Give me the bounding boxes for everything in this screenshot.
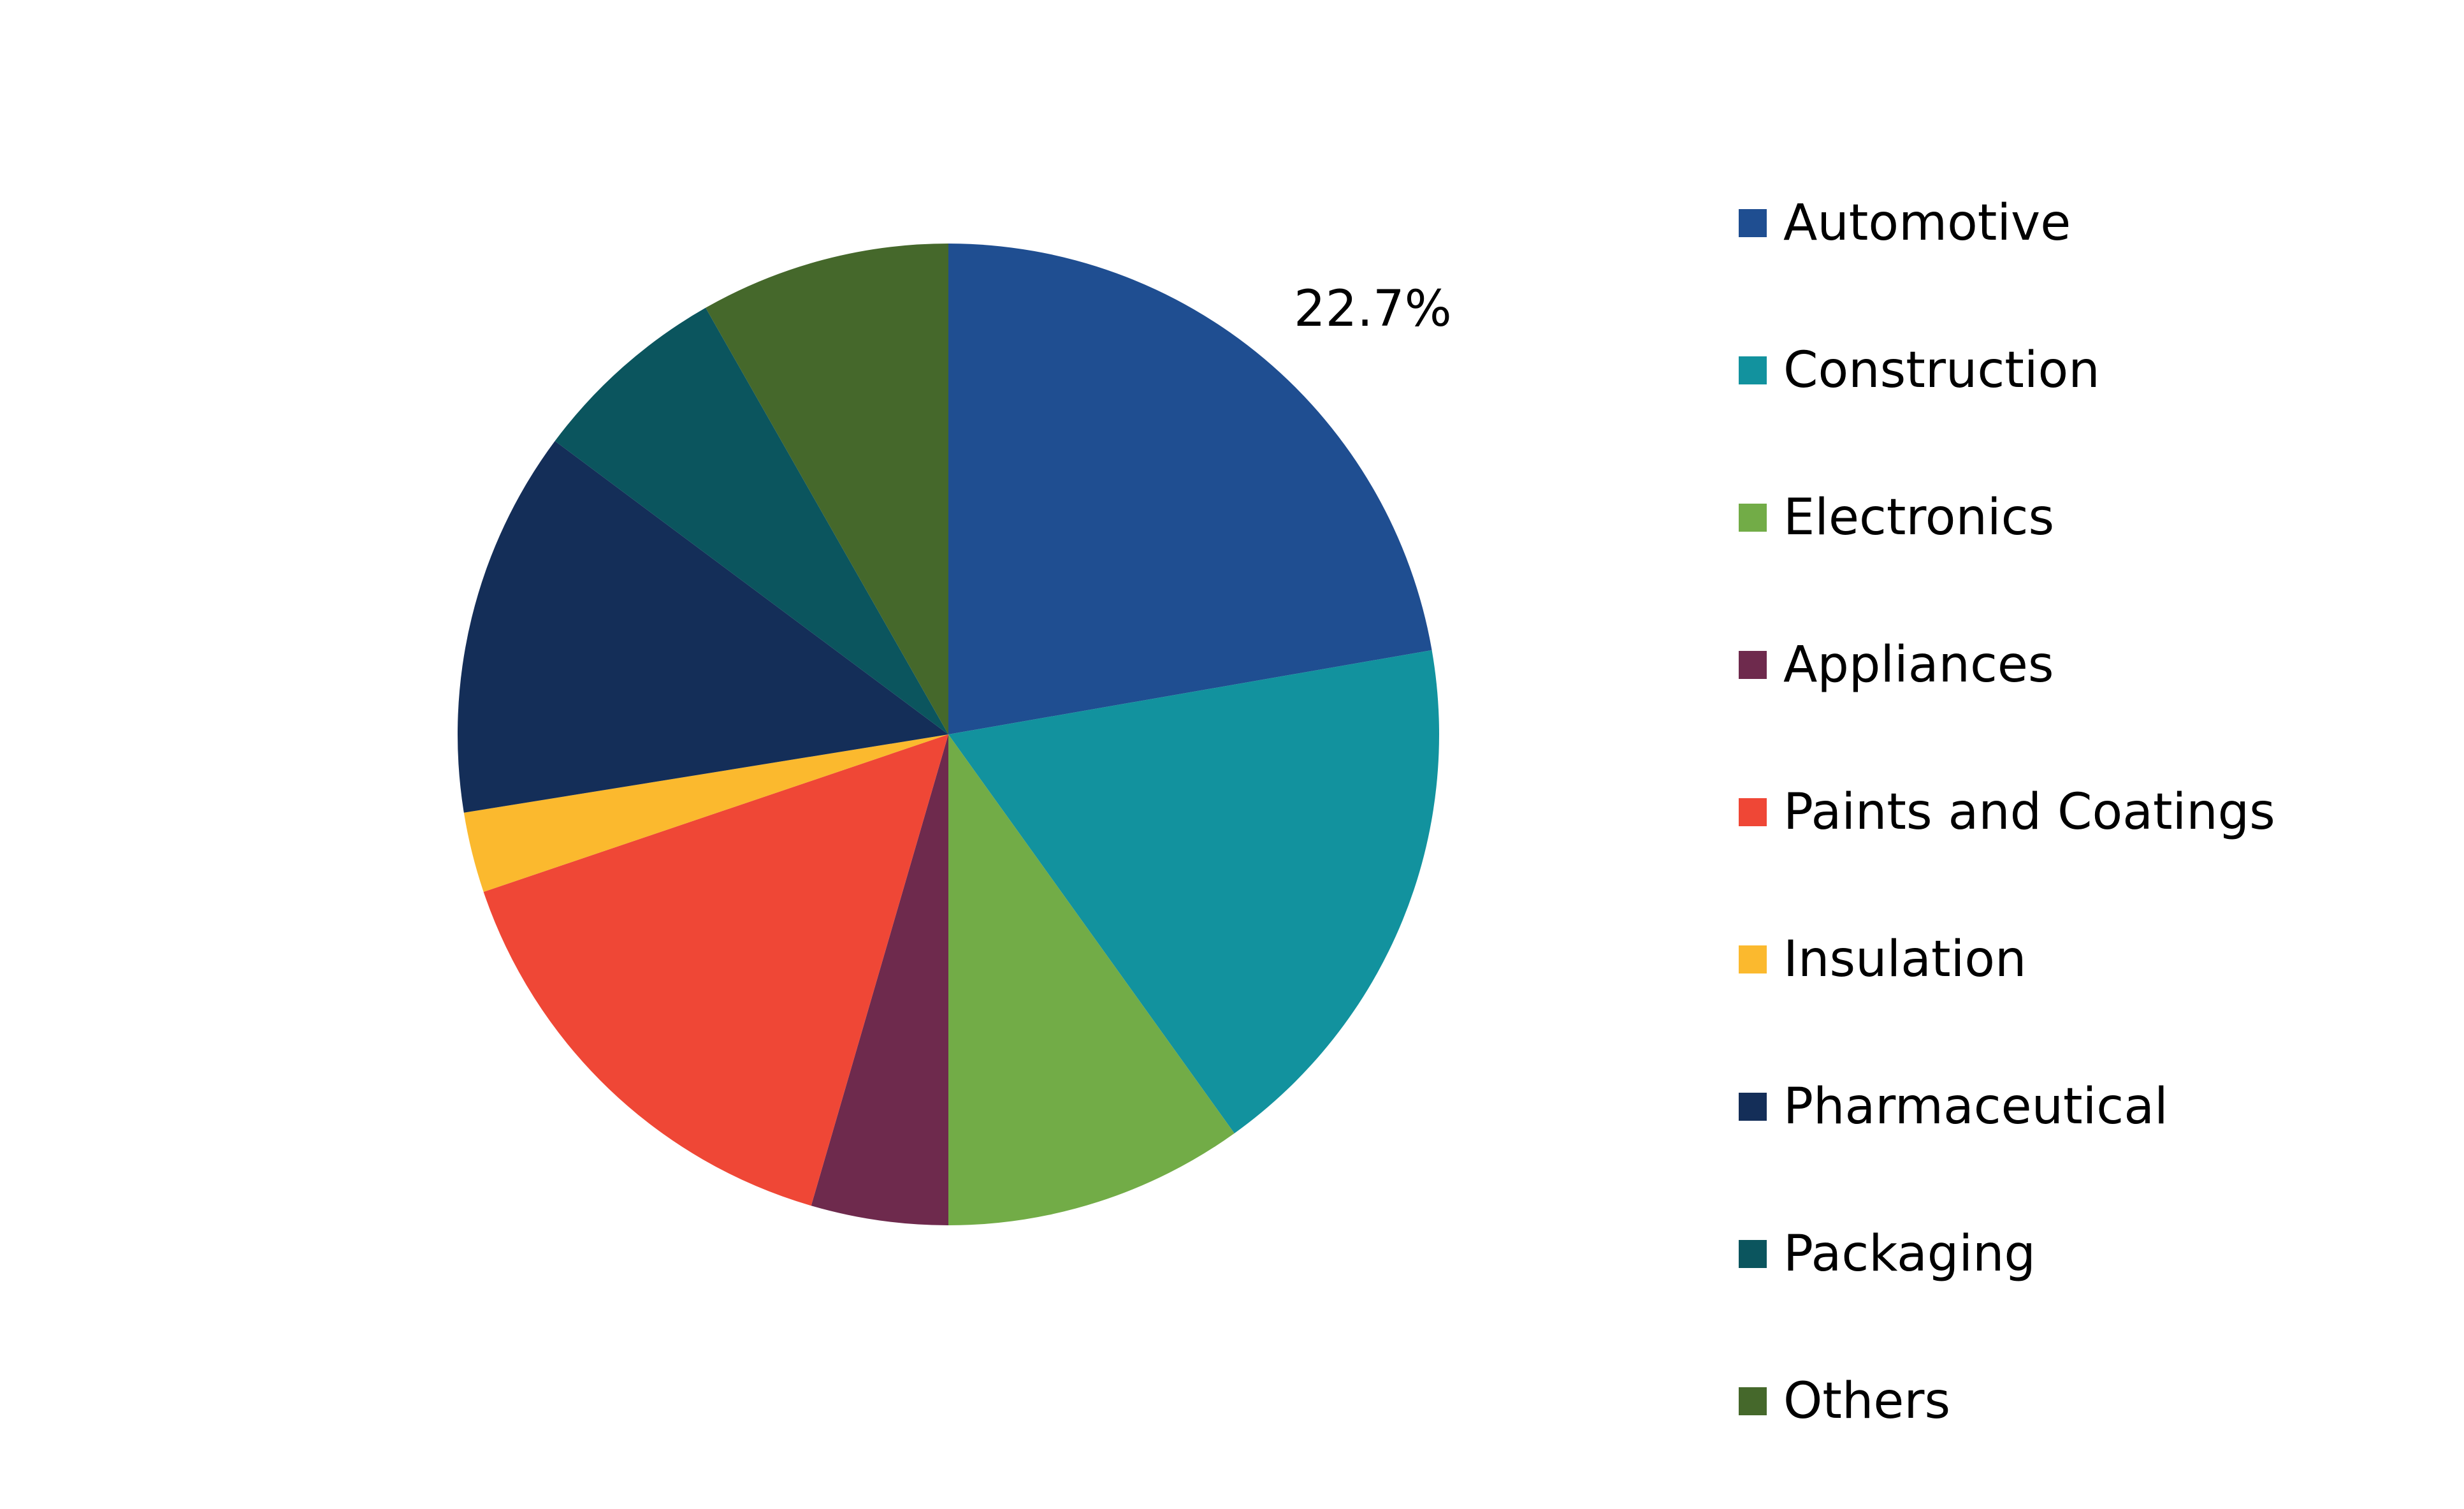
legend-swatch-insulation — [1739, 945, 1767, 973]
legend-label-paints-and-coatings: Paints and Coatings — [1783, 784, 2275, 841]
legend-item-others: Others — [1739, 1362, 2440, 1509]
legend-label-others: Others — [1783, 1373, 1951, 1430]
legend-swatch-automotive — [1739, 209, 1767, 237]
legend-label-appliances: Appliances — [1783, 636, 2054, 694]
legend-swatch-construction — [1739, 356, 1767, 384]
pie-slices — [457, 244, 1439, 1225]
legend-item-insulation: Insulation — [1739, 920, 2440, 1067]
legend-item-packaging: Packaging — [1739, 1214, 2440, 1362]
legend-swatch-appliances — [1739, 651, 1767, 679]
legend-label-insulation: Insulation — [1783, 931, 2027, 988]
data-label-automotive: 22.7% — [1294, 281, 1452, 338]
legend-swatch-paints-and-coatings — [1739, 798, 1767, 826]
pie-slice-appliances — [811, 734, 948, 1225]
pie-slice-electronics — [948, 734, 1235, 1225]
legend-swatch-others — [1739, 1387, 1767, 1415]
legend-swatch-electronics — [1739, 504, 1767, 532]
legend-item-appliances: Appliances — [1739, 625, 2440, 773]
pie-slice-pharmaceutical — [457, 441, 948, 813]
legend-label-pharmaceutical: Pharmaceutical — [1783, 1078, 2168, 1135]
legend-item-electronics: Electronics — [1739, 478, 2440, 625]
pie-slice-automotive — [948, 244, 1432, 734]
pie-slice-paints-and-coatings — [483, 734, 948, 1206]
legend: Automotive Construction Electronics Applian… — [1739, 184, 2440, 1509]
legend-item-construction: Construction — [1739, 331, 2440, 478]
legend-swatch-pharmaceutical — [1739, 1093, 1767, 1121]
legend-label-construction: Construction — [1783, 342, 2100, 399]
pie-slice-packaging — [554, 307, 948, 734]
pie-slice-others — [706, 244, 948, 734]
legend-label-electronics: Electronics — [1783, 489, 2055, 546]
legend-swatch-packaging — [1739, 1240, 1767, 1268]
legend-label-automotive: Automotive — [1783, 194, 2071, 252]
legend-item-paints-and-coatings: Paints and Coatings — [1739, 773, 2440, 920]
legend-item-pharmaceutical: Pharmaceutical — [1739, 1067, 2440, 1214]
pie-slice-construction — [948, 650, 1439, 1134]
legend-item-automotive: Automotive — [1739, 184, 2440, 331]
legend-label-packaging: Packaging — [1783, 1225, 2036, 1283]
pie-slice-insulation — [463, 734, 948, 892]
pie-chart — [457, 244, 1439, 1225]
